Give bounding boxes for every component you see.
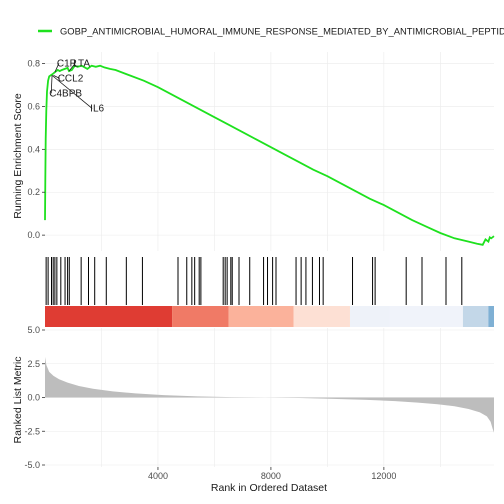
annotation-leader-line <box>54 63 60 73</box>
gene-hit-marks <box>45 257 463 305</box>
ranked-metric-fill <box>45 357 494 433</box>
enrichment-score-line <box>44 64 495 246</box>
annotation-label: LTA <box>73 58 90 69</box>
y-tick-label: 0.0 <box>27 393 40 403</box>
ranked-metric-area <box>45 357 494 433</box>
ranked-y-axis-label: Ranked List Metric <box>12 357 24 444</box>
enrichment-y-axis-label: Running Enrichment Score <box>12 93 24 219</box>
color-band-segment <box>488 306 494 327</box>
enrichment-grid <box>45 52 494 251</box>
color-band-segment <box>45 306 173 327</box>
color-band-segment <box>293 306 350 327</box>
y-tick-label: 0.8 <box>27 59 40 69</box>
rank-color-band <box>45 306 494 327</box>
x-tick-label: 4000 <box>148 471 168 481</box>
color-band-segment <box>349 306 390 327</box>
ranked-y-ticks: -5.0 -2.5 0.0 2.5 5.0 <box>24 325 45 470</box>
x-tick-label: 8000 <box>261 471 281 481</box>
annotation-label: C4BPB <box>49 88 82 99</box>
color-band-segment <box>172 306 229 327</box>
annotation-label: CCL2 <box>58 73 84 84</box>
x-tick-label: 12000 <box>371 471 396 481</box>
y-tick-label: 0.0 <box>27 230 40 240</box>
color-band-segment <box>389 306 463 327</box>
color-band-segment <box>462 306 489 327</box>
annotation-leader-line <box>51 75 93 109</box>
y-tick-label: 0.6 <box>27 101 40 111</box>
y-tick-label: 5.0 <box>27 325 40 335</box>
y-tick-label: -5.0 <box>24 460 40 470</box>
y-tick-label: 0.2 <box>27 187 40 197</box>
annotation-leader-line <box>50 75 53 94</box>
x-axis-label: Rank in Ordered Dataset <box>211 482 327 494</box>
x-ticks: 4000 8000 12000 <box>148 467 396 481</box>
annotation-leader-line <box>68 63 76 72</box>
enrichment-y-ticks: 0.0 0.2 0.4 0.6 0.8 <box>27 59 45 240</box>
y-tick-label: 2.5 <box>27 359 40 369</box>
y-tick-label: 0.4 <box>27 144 40 154</box>
legend: GOBP_ANTIMICROBIAL_HUMORAL_IMMUNE_RESPON… <box>38 26 504 37</box>
annotation-leader-line <box>53 75 60 79</box>
legend-label: GOBP_ANTIMICROBIAL_HUMORAL_IMMUNE_RESPON… <box>60 26 504 37</box>
annotation-label: IL6 <box>90 103 104 114</box>
y-tick-label: -2.5 <box>24 426 40 436</box>
annotation-label: C1R <box>57 58 77 69</box>
color-band-segment <box>228 306 294 327</box>
